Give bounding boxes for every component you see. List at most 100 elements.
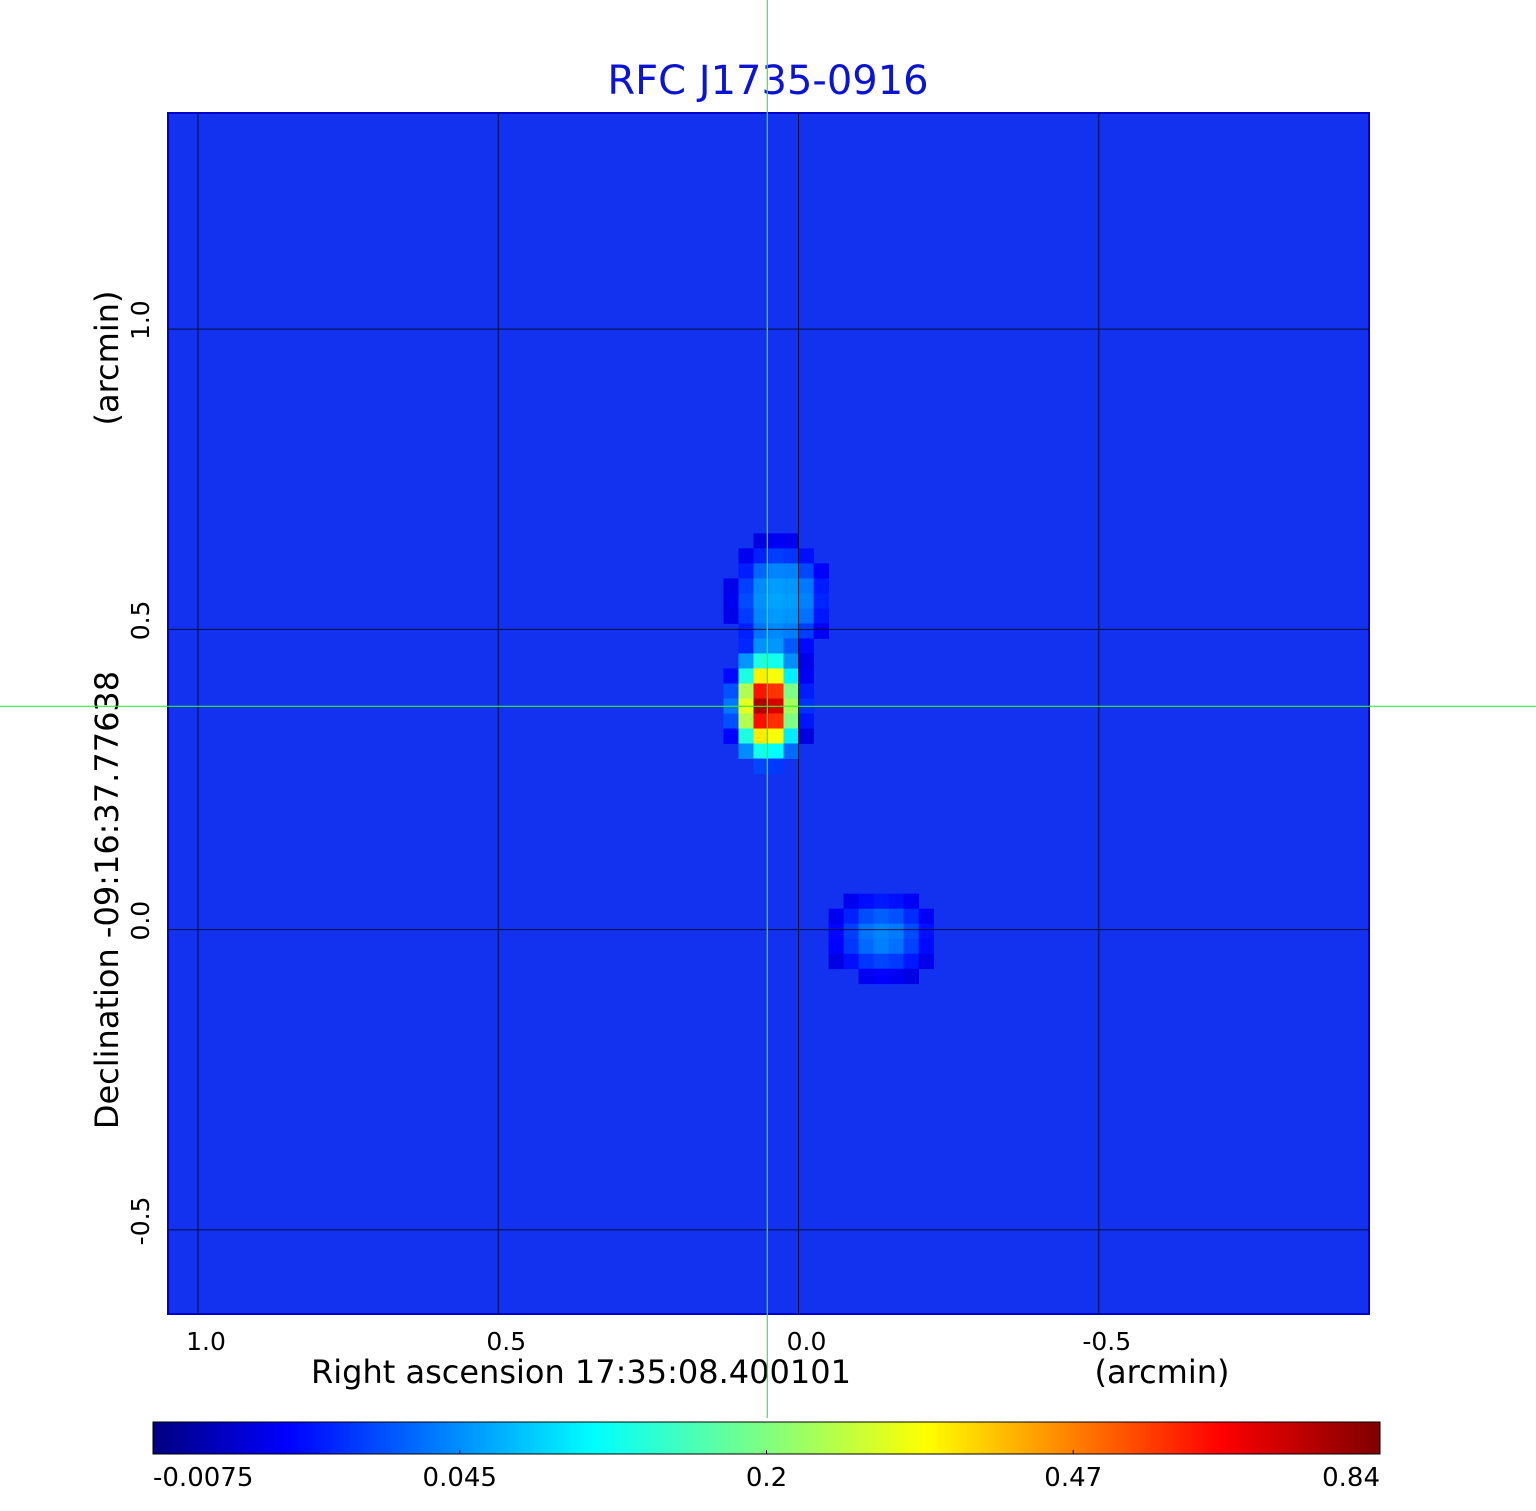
image-pixel xyxy=(723,578,739,594)
image-pixel xyxy=(858,938,874,955)
image-pixel xyxy=(888,908,905,925)
image-pixel xyxy=(753,758,769,774)
image-pixel xyxy=(873,953,889,970)
image-pixel xyxy=(783,638,799,654)
image-pixel xyxy=(768,743,784,759)
image-pixel xyxy=(918,953,935,970)
y-tick-label: -0.5 xyxy=(126,1197,155,1246)
y-tick-label: 0.5 xyxy=(126,601,155,641)
image-pixel xyxy=(753,578,769,594)
image-pixel xyxy=(783,608,799,624)
image-pixel xyxy=(813,623,829,639)
image-pixel xyxy=(798,578,814,594)
image-pixel xyxy=(858,908,874,925)
image-pixel xyxy=(768,683,784,699)
image-pixel xyxy=(753,563,769,579)
image-pixel xyxy=(783,578,799,594)
image-pixel xyxy=(738,668,754,684)
colorbar-tick-label: 0.84 xyxy=(1322,1463,1380,1493)
image-pixel xyxy=(888,968,905,985)
image-pixel xyxy=(813,563,829,579)
image-pixel xyxy=(783,593,799,609)
colorbar: -0.0075 0.045 0.2 0.47 0.84 xyxy=(152,1421,1381,1493)
image-pixel xyxy=(753,728,769,744)
colorbar-tick-label: -0.0075 xyxy=(153,1463,253,1493)
image-pixel xyxy=(738,578,754,594)
image-pixel xyxy=(798,593,814,609)
image-pixel xyxy=(903,893,920,910)
x-axis-label: Right ascension 17:35:08.400101 xyxy=(311,1353,851,1391)
image-pixel xyxy=(858,968,874,985)
image-pixel xyxy=(723,608,739,624)
image-pixel xyxy=(723,713,739,729)
image-pixel xyxy=(798,563,814,579)
image-pixel xyxy=(768,728,784,744)
image-pixel xyxy=(738,728,754,744)
image-pixel xyxy=(858,953,874,970)
image-pixel xyxy=(768,758,784,774)
image-pixel xyxy=(798,548,814,564)
image-pixel xyxy=(873,908,889,925)
image-pixel xyxy=(768,608,784,624)
image-pixel xyxy=(738,653,754,669)
image-pixel xyxy=(783,683,799,699)
image-pixel xyxy=(753,743,769,759)
image-pixel xyxy=(753,683,769,699)
image-pixel xyxy=(888,938,905,955)
x-axis-unit: (arcmin) xyxy=(1095,1353,1230,1391)
colorbar-gradient xyxy=(152,1421,1381,1455)
image-pixel xyxy=(798,623,814,639)
image-pixel xyxy=(723,683,739,699)
image-pixel xyxy=(918,923,935,940)
y-tick-label: 1.0 xyxy=(126,300,155,340)
image-pixel xyxy=(768,623,784,639)
colorbar-ticks: -0.0075 0.045 0.2 0.47 0.84 xyxy=(152,1450,1381,1493)
y-tick-label: 0.0 xyxy=(126,901,155,941)
image-pixel xyxy=(903,968,920,985)
image-pixel xyxy=(753,638,769,654)
image-pixel xyxy=(873,968,889,985)
colorbar-tick-label: 0.045 xyxy=(423,1463,497,1493)
image-pixel xyxy=(768,653,784,669)
image-pixel xyxy=(828,938,844,955)
image-pixel xyxy=(738,548,754,564)
image-pixel xyxy=(753,653,769,669)
image-pixel xyxy=(753,533,769,549)
image-pixel xyxy=(768,533,784,549)
image-pixel xyxy=(798,608,814,624)
image-pixel xyxy=(723,668,739,684)
image-pixel xyxy=(783,668,799,684)
image-pixel xyxy=(843,938,859,955)
image-pixel xyxy=(753,713,769,729)
plot-area xyxy=(167,112,1370,1315)
image-map xyxy=(723,533,935,985)
image-pixel xyxy=(918,938,935,955)
image-pixel xyxy=(798,638,814,654)
image-pixel xyxy=(798,713,814,729)
image-pixel xyxy=(873,923,889,940)
image-pixel xyxy=(753,608,769,624)
image-pixel xyxy=(813,608,829,624)
image-pixel xyxy=(768,668,784,684)
image-pixel xyxy=(813,593,829,609)
x-tick-label: 0.0 xyxy=(787,1327,827,1356)
x-tick-label: -0.5 xyxy=(1082,1327,1131,1356)
grid xyxy=(168,113,1369,1314)
image-pixel xyxy=(843,908,859,925)
image-pixel xyxy=(783,563,799,579)
image-pixel xyxy=(783,743,799,759)
image-pixel xyxy=(798,653,814,669)
image-pixel xyxy=(798,728,814,744)
image-pixel xyxy=(768,713,784,729)
image-pixel xyxy=(768,638,784,654)
image-pixel xyxy=(783,653,799,669)
y-axis-ticks: 1.0 0.5 0.0 -0.5 xyxy=(126,300,155,1245)
image-pixel xyxy=(783,713,799,729)
image-pixel xyxy=(888,893,905,910)
colorbar-tick-label: 0.47 xyxy=(1044,1463,1102,1493)
image-pixel xyxy=(783,623,799,639)
colorbar-tick-label: 0.2 xyxy=(746,1463,787,1493)
image-pixel xyxy=(873,893,889,910)
image-pixel xyxy=(768,548,784,564)
